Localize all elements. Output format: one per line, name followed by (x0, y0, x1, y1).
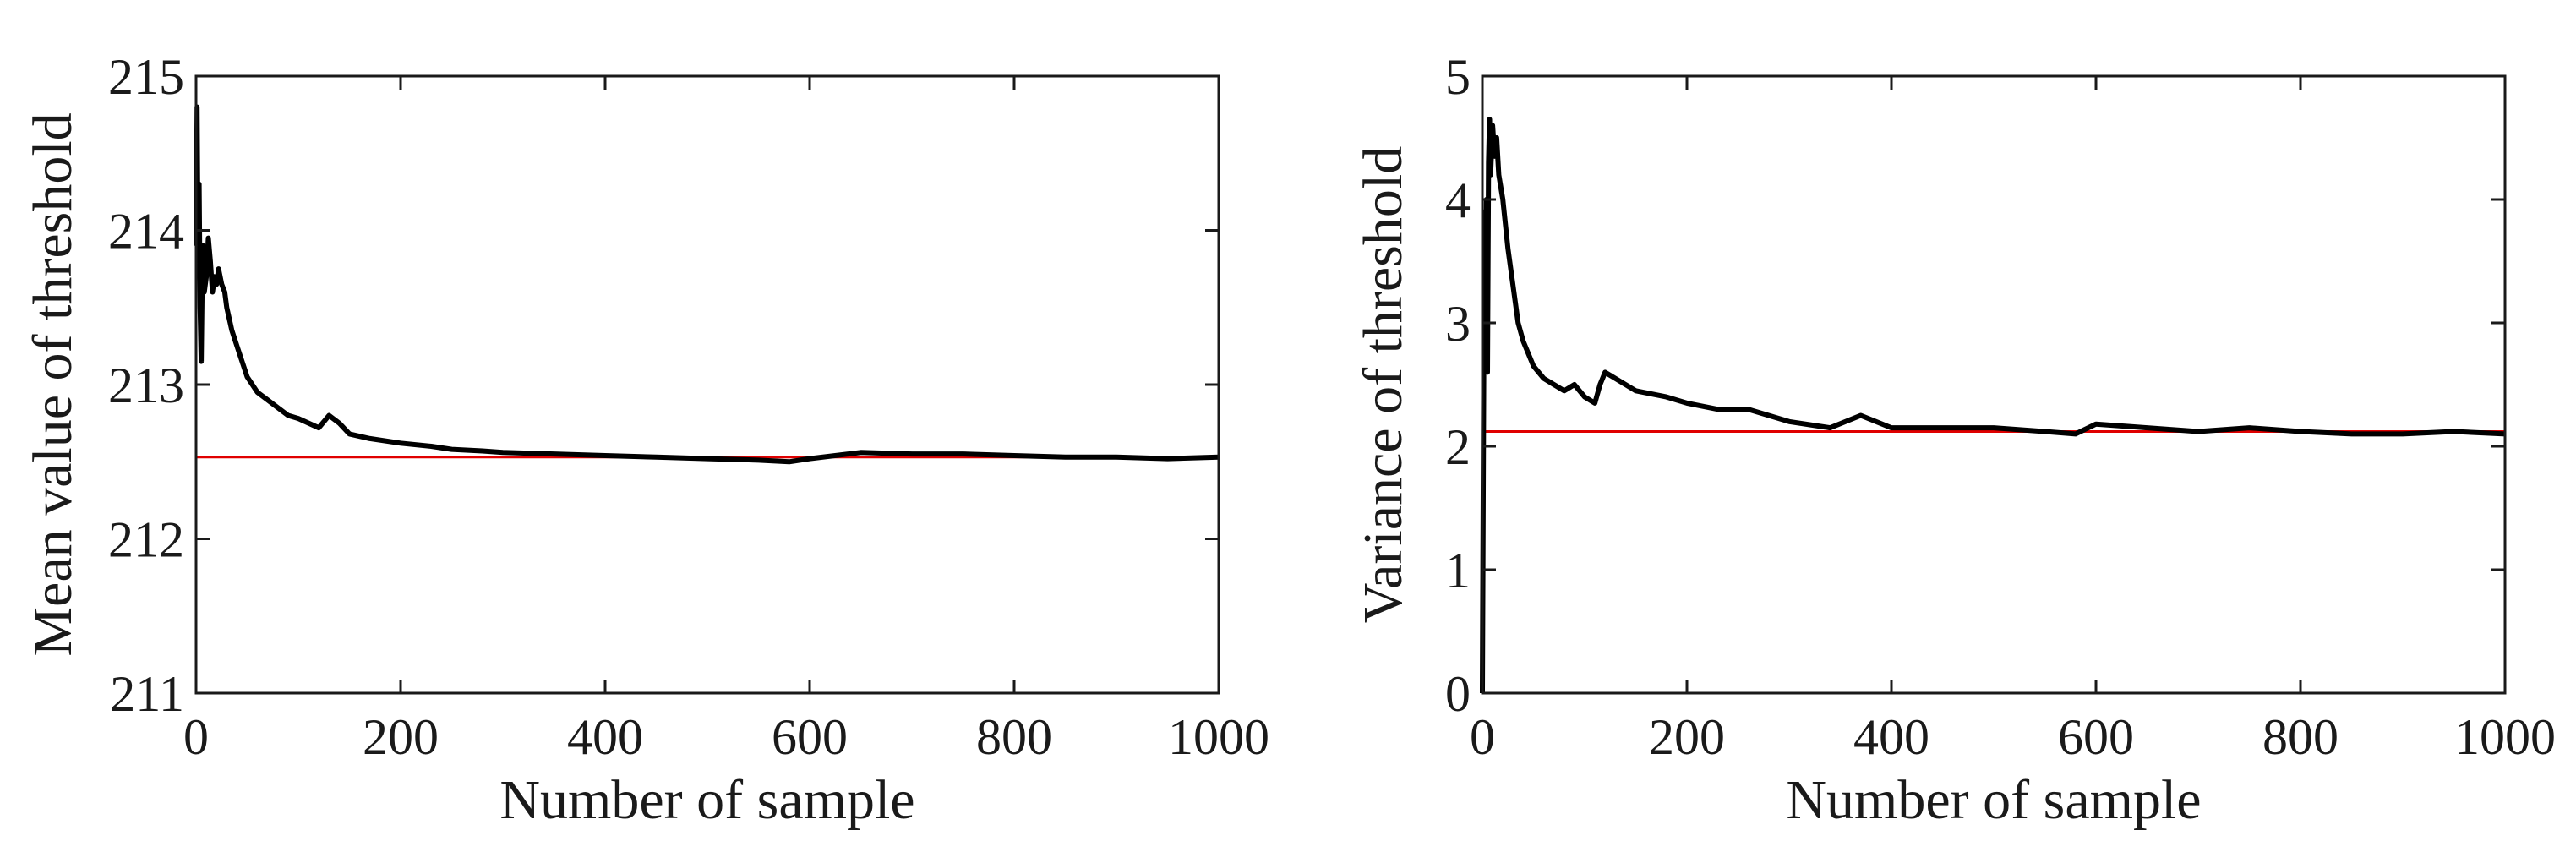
variance-y-tick-label: 3 (1445, 296, 1471, 352)
mean-y-tick-label: 214 (108, 204, 184, 259)
mean-y-tick-label: 213 (108, 358, 184, 413)
mean-y-tick-label: 211 (110, 666, 184, 722)
variance-x-axis-label: Number of sample (1786, 769, 2201, 831)
variance-x-tick-label: 800 (2262, 709, 2339, 765)
variance-threshold-chart: 0 200 400 600 800 1000 0 1 2 3 4 5 Number of sample V… (1352, 49, 2556, 831)
mean-y-axis-label: Mean value of threshold (22, 112, 84, 656)
variance-plot-frame (1481, 74, 2507, 695)
variance-y-tick-label: 2 (1445, 419, 1471, 475)
mean-x-tick-label: 800 (976, 709, 1052, 765)
variance-y-tick-label: 1 (1445, 543, 1471, 598)
variance-series-running-variance (1480, 117, 2506, 694)
variance-x-tick-label: 200 (1649, 709, 1725, 765)
mean-x-tick-label: 400 (567, 709, 643, 765)
mean-x-tick-label: 600 (772, 709, 848, 765)
variance-x-tick-label: 400 (1853, 709, 1929, 765)
mean-threshold-chart: 0 200 400 600 800 1000 211 212 213 214 215 Number o… (22, 49, 1269, 831)
variance-y-tick-label: 0 (1445, 666, 1471, 722)
mean-series-running-mean (194, 104, 1220, 465)
mean-x-tick-label: 1000 (1168, 709, 1269, 765)
variance-y-tick-label: 5 (1445, 49, 1471, 105)
mean-x-axis-label: Number of sample (499, 769, 914, 831)
mean-x-tick-label: 0 (183, 709, 209, 765)
variance-y-tick-label: 4 (1445, 172, 1471, 228)
variance-x-tick-label: 1000 (2454, 709, 2556, 765)
mean-x-tick-label: 200 (363, 709, 439, 765)
variance-x-tick-label: 0 (1470, 709, 1495, 765)
mean-y-tick-label: 215 (108, 49, 184, 105)
variance-x-tick-label: 600 (2058, 709, 2134, 765)
mean-y-tick-label: 212 (108, 512, 184, 568)
variance-y-axis-label: Variance of threshold (1352, 146, 1414, 623)
